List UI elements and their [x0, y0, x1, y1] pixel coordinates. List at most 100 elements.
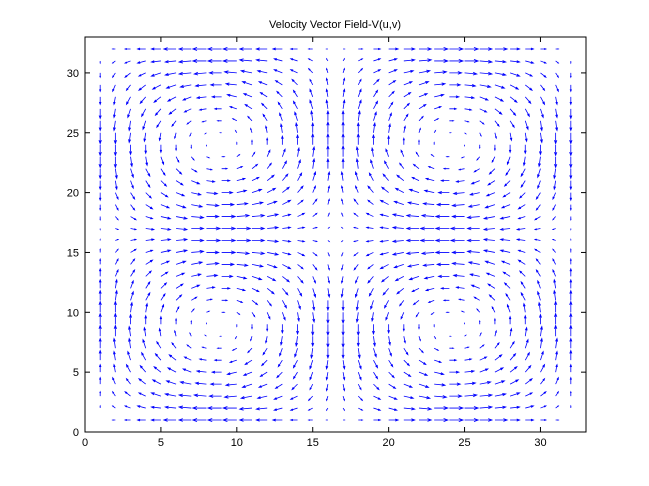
arrow	[509, 84, 520, 90]
arrow	[251, 312, 256, 318]
arrow	[312, 312, 316, 324]
arrow	[136, 60, 146, 64]
arrow	[353, 264, 359, 271]
arrow	[266, 174, 275, 181]
arrow	[449, 119, 455, 122]
arrow	[418, 139, 420, 145]
arrow	[128, 325, 132, 337]
arrow	[552, 192, 557, 201]
arrow	[341, 312, 345, 325]
arrow	[357, 395, 364, 402]
arrow	[297, 264, 304, 270]
arrow	[442, 299, 450, 302]
arrow	[160, 238, 172, 242]
arrow	[479, 381, 492, 385]
arrow	[162, 47, 177, 51]
arrow	[150, 72, 162, 77]
arrow	[236, 299, 244, 303]
arrow	[569, 312, 573, 325]
arrow	[99, 72, 102, 79]
arrow	[358, 419, 364, 421]
arrow	[311, 336, 315, 348]
arrow	[266, 137, 269, 145]
arrow	[175, 156, 180, 164]
arrow	[98, 324, 102, 337]
arrow	[388, 336, 391, 347]
arrow	[494, 380, 506, 385]
arrow	[204, 132, 207, 135]
arrow	[154, 108, 162, 117]
arrow	[312, 240, 318, 243]
arrow	[391, 213, 404, 217]
arrow	[393, 264, 404, 269]
arrow	[419, 238, 435, 243]
arrow	[190, 156, 195, 161]
arrow	[494, 60, 508, 64]
arrow	[150, 418, 161, 422]
arrow	[251, 276, 263, 281]
arrow	[510, 60, 521, 64]
arrow	[403, 395, 415, 400]
arrow	[325, 360, 329, 370]
arrow	[307, 48, 313, 50]
arrow	[98, 108, 102, 120]
arrow	[177, 393, 192, 398]
arrow	[292, 359, 298, 369]
arrow	[112, 376, 116, 385]
arrow	[403, 113, 409, 122]
arrow	[266, 187, 277, 193]
arrow	[553, 278, 557, 289]
arrow	[191, 180, 201, 185]
arrow	[130, 279, 134, 289]
arrow	[277, 101, 283, 110]
arrow	[174, 329, 177, 337]
arrow	[113, 132, 117, 145]
arrow	[473, 296, 480, 301]
arrow	[405, 226, 419, 231]
arrow	[494, 47, 509, 51]
arrow	[403, 418, 416, 422]
arrow	[373, 89, 379, 98]
arrow	[210, 370, 222, 374]
arrow	[403, 336, 406, 344]
arrow	[266, 162, 272, 169]
arrow	[451, 250, 465, 255]
arrow	[467, 261, 480, 265]
arrow	[191, 215, 205, 220]
arrow	[379, 264, 389, 270]
arrow	[177, 418, 192, 422]
arrow	[555, 390, 559, 397]
arrow	[518, 270, 526, 277]
arrow	[145, 180, 151, 189]
arrow	[228, 359, 237, 363]
arrow	[569, 278, 573, 289]
arrow	[505, 292, 511, 301]
arrow	[160, 260, 171, 265]
arrow	[569, 337, 573, 349]
arrow	[289, 418, 298, 422]
arrow	[98, 337, 102, 349]
arrow	[540, 96, 546, 106]
arrow	[221, 59, 237, 63]
arrow	[175, 317, 178, 325]
arrow	[307, 67, 314, 74]
arrow	[394, 187, 405, 193]
arrow	[464, 96, 476, 100]
arrow	[494, 367, 505, 373]
arrow	[391, 239, 404, 243]
arrow	[517, 259, 526, 265]
arrow	[506, 156, 511, 166]
arrow	[297, 276, 304, 284]
arrow	[292, 89, 298, 98]
arrow	[189, 132, 192, 138]
arrow	[445, 311, 450, 313]
arrow	[533, 248, 541, 253]
arrow	[236, 214, 251, 218]
arrow	[479, 59, 494, 64]
arrow	[145, 291, 151, 301]
arrow	[191, 249, 205, 254]
arrow	[294, 348, 298, 358]
arrow	[113, 350, 116, 361]
arrow	[540, 419, 548, 422]
arrow	[175, 272, 186, 277]
